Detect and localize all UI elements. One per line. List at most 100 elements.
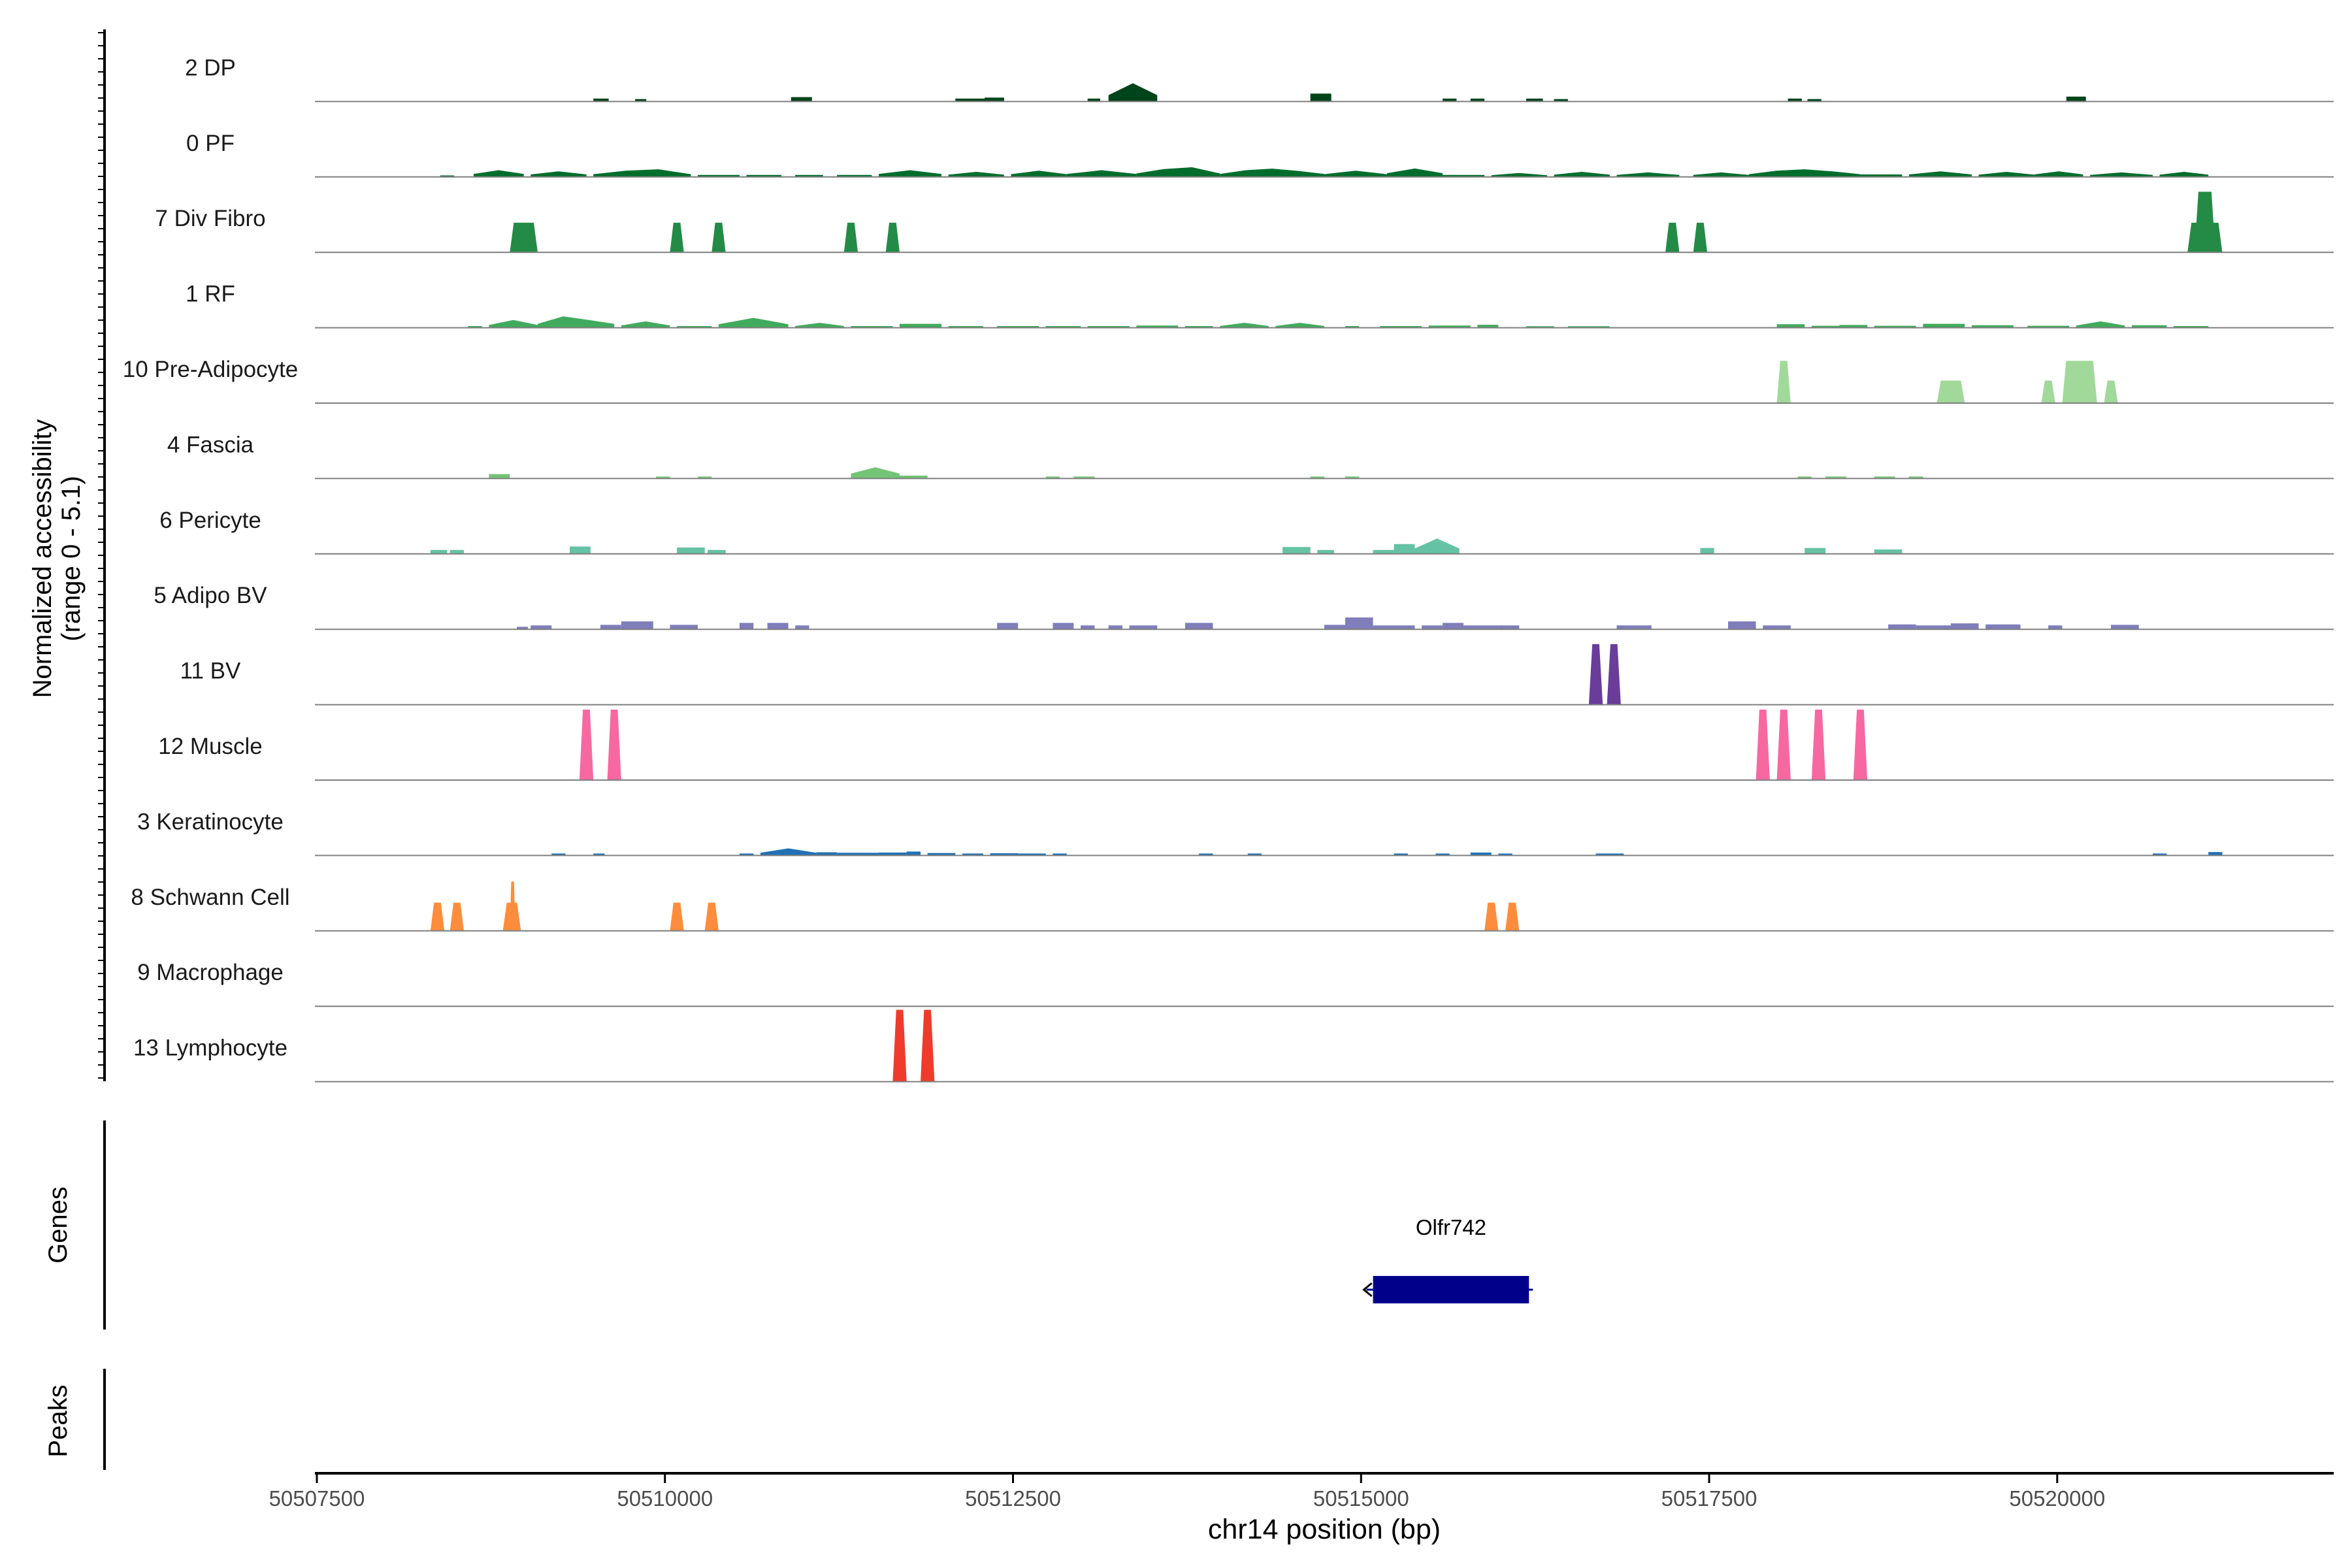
accessibility-peak	[1554, 172, 1610, 177]
accessibility-peak	[1505, 902, 1520, 931]
track-label: 6 Pericyte	[159, 508, 261, 533]
accessibility-peak	[2159, 172, 2209, 177]
track-row: 12 Muscle	[158, 710, 2334, 781]
accessibility-peak	[879, 170, 941, 177]
accessibility-peak	[2048, 625, 2063, 630]
accessibility-peak	[985, 97, 1004, 102]
accessibility-peak	[1108, 625, 1122, 630]
accessibility-peak	[449, 902, 465, 931]
accessibility-peak	[1756, 710, 1770, 780]
accessibility-peak	[900, 475, 928, 479]
accessibility-peak	[1129, 625, 1158, 630]
accessibility-peak	[1394, 544, 1415, 554]
accessibility-peak	[1220, 323, 1269, 328]
accessibility-peak	[430, 902, 445, 931]
accessibility-peak	[2111, 625, 2139, 630]
accessibility-peak	[816, 852, 838, 856]
accessibility-peak	[1184, 623, 1213, 630]
coverage-tracks: 2 DP 0 PF 7 Div Fibro 1 RF 10 Pre-Adipocyte 4…	[123, 55, 2334, 1083]
accessibility-peak	[719, 318, 789, 328]
track-label: 5 Adipo BV	[154, 583, 267, 608]
track-label: 2 DP	[185, 55, 236, 80]
x-tick-label: 50507500	[269, 1486, 365, 1511]
track-label: 8 Schwann Cell	[131, 885, 289, 910]
track-row: 4 Fascia	[167, 432, 2334, 480]
accessibility-peak	[1616, 625, 1652, 630]
accessibility-peak	[1484, 902, 1499, 931]
accessibility-peak	[1916, 625, 1951, 630]
track-label: 13 Lymphocyte	[133, 1036, 287, 1061]
track-row: 3 Keratinocyte	[137, 809, 2334, 857]
track-label: 7 Div Fibro	[155, 206, 265, 231]
accessibility-peak	[1805, 547, 1826, 554]
accessibility-peak	[1748, 169, 1861, 177]
accessibility-peak	[593, 169, 691, 177]
track-row: 9 Macrophage	[137, 960, 2334, 1007]
accessibility-peak	[900, 323, 941, 328]
accessibility-peak	[1317, 549, 1334, 554]
accessibility-peak	[1491, 172, 1547, 177]
accessibility-peak	[537, 316, 615, 328]
accessibility-peak	[760, 848, 817, 856]
track-row: 8 Schwann Cell	[131, 881, 2334, 932]
accessibility-peak	[1108, 83, 1158, 102]
accessibility-peak	[948, 172, 1004, 177]
track-row: 2 DP	[185, 55, 2334, 103]
accessibility-peak	[600, 625, 621, 630]
accessibility-peak	[473, 170, 524, 177]
accessibility-peak	[2104, 380, 2118, 403]
accessibility-peak	[1310, 93, 1331, 102]
accessibility-peak	[1978, 172, 2034, 177]
accessibility-peak	[795, 323, 844, 328]
accessibility-peak	[1373, 625, 1415, 630]
accessibility-peak	[2062, 361, 2097, 403]
accessibility-peak	[1136, 167, 1220, 177]
accessibility-peak	[1700, 547, 1714, 554]
accessibility-peak	[739, 623, 754, 630]
track-label: 12 Muscle	[158, 734, 263, 759]
accessibility-peak	[885, 222, 900, 253]
track-row: 7 Div Fibro	[155, 191, 2334, 253]
accessibility-peak	[2194, 191, 2215, 253]
accessibility-peak	[879, 852, 907, 856]
track-label: 11 BV	[180, 659, 241, 684]
accessibility-peak	[1665, 222, 1680, 253]
accessibility-peak	[670, 222, 684, 253]
accessibility-peak	[2034, 171, 2083, 177]
accessibility-peak	[1839, 325, 1868, 328]
accessibility-peak	[1526, 98, 1543, 102]
accessibility-peak	[906, 851, 921, 856]
accessibility-peak	[531, 171, 587, 177]
accessibility-peak	[1324, 171, 1387, 177]
accessibility-peak	[1414, 538, 1460, 554]
track-row: 1 RF	[186, 282, 2334, 329]
accessibility-peak	[1275, 323, 1324, 328]
accessibility-peak	[1728, 621, 1756, 630]
track-row: 5 Adipo BV	[154, 583, 2334, 630]
accessibility-peak	[510, 222, 538, 253]
accessibility-peak	[707, 549, 726, 554]
accessibility-peak	[1936, 380, 1965, 403]
accessibility-peak	[1776, 361, 1791, 403]
track-label: 10 Pre-Adipocyte	[123, 357, 298, 382]
accessibility-peak	[1788, 98, 1802, 102]
accessibility-peak	[1607, 644, 1621, 705]
strand-arrow-icon	[1362, 1282, 1373, 1298]
accessibility-peak	[510, 881, 515, 931]
track-label: 0 PF	[186, 131, 235, 156]
accessibility-peak	[670, 625, 698, 630]
peaks-panel-label: Peaks	[44, 1384, 73, 1457]
accessibility-peak	[1693, 222, 1708, 253]
accessibility-peak	[1470, 98, 1485, 102]
accessibility-peak	[1282, 547, 1311, 554]
accessibility-peak	[1498, 625, 1520, 630]
accessibility-peak	[1874, 549, 1903, 554]
accessibility-peak	[1470, 852, 1492, 856]
accessibility-peak	[1220, 169, 1324, 177]
accessibility-peak	[2208, 852, 2223, 856]
accessibility-peak	[1087, 98, 1100, 102]
accessibility-peak	[1422, 625, 1443, 630]
accessibility-peak	[531, 625, 552, 630]
x-axis-ticks: 50507500 50510000 50512500 50515000 50517500…	[269, 1473, 2105, 1511]
